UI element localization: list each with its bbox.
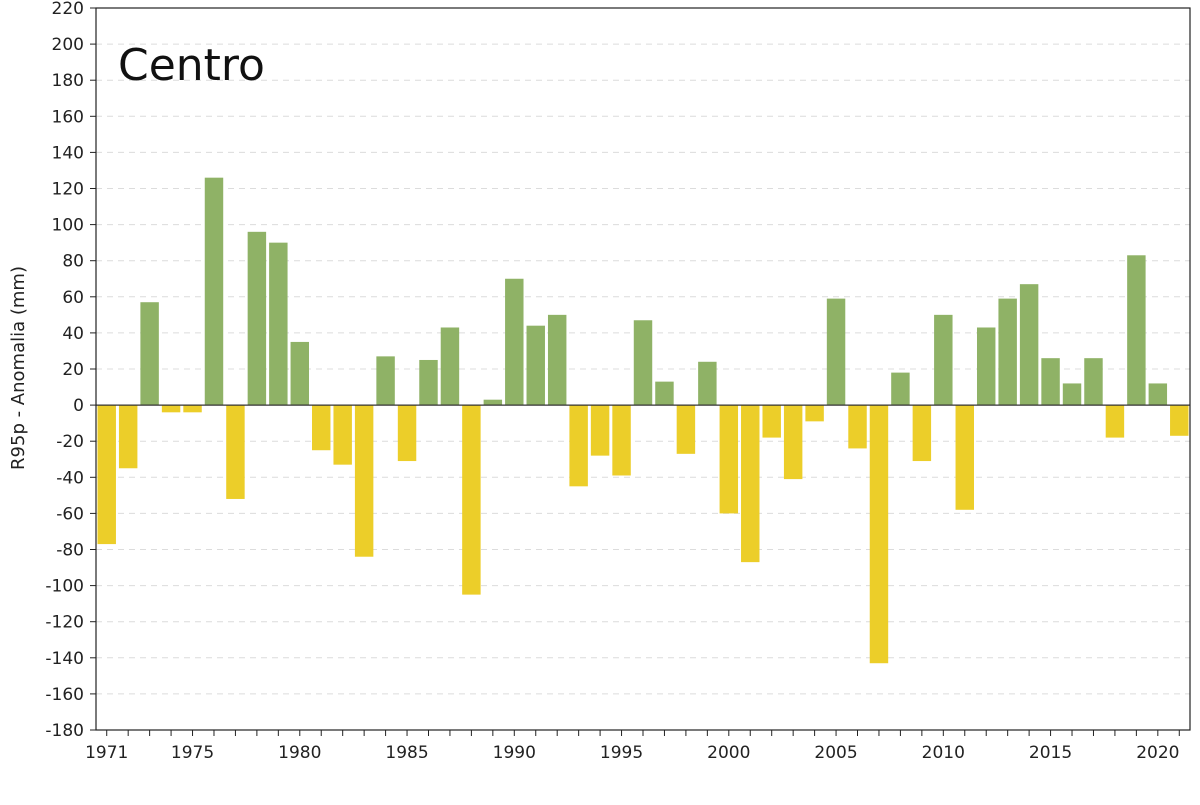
- y-tick-label: 140: [52, 143, 84, 163]
- x-tick-label: 1980: [278, 743, 321, 763]
- y-tick-label: 180: [52, 71, 84, 91]
- bar-1974: [161, 405, 181, 413]
- bar-1999: [698, 361, 717, 406]
- bar-2004: [805, 405, 824, 422]
- y-tick-label: 0: [73, 396, 84, 416]
- x-tick-labels: 1971 1975 1980 1985 1990 1995 2000 2005 2010 2015…: [85, 730, 1180, 763]
- bar-1975: [183, 405, 202, 413]
- y-tick-label: -40: [56, 468, 84, 488]
- bar-1991: [526, 325, 545, 406]
- bar-1977: [226, 405, 245, 499]
- bar-1995: [612, 405, 631, 476]
- y-tick-label: -120: [45, 613, 84, 633]
- bar-1979: [269, 242, 288, 406]
- y-tick-label: 40: [62, 324, 84, 344]
- y-tick-label: 20: [62, 360, 84, 380]
- bar-2013: [998, 298, 1017, 406]
- bar-1981: [312, 405, 331, 451]
- x-tick-label: 1975: [171, 743, 214, 763]
- bars: [97, 177, 1189, 664]
- bar-1984: [376, 356, 395, 406]
- bar-2017: [1084, 358, 1103, 406]
- y-tick-labels: -180 -160 -140 -120 -100 -80 -60 -40 -20 0 20 40 60 8…: [45, 0, 96, 741]
- bar-1990: [505, 278, 524, 406]
- bar-1988: [462, 405, 481, 595]
- y-tick-label: -140: [45, 649, 84, 669]
- y-tick-label: -180: [45, 721, 84, 741]
- bar-1989: [483, 399, 503, 406]
- bar-2007: [869, 405, 889, 664]
- y-tick-label: -80: [56, 541, 84, 561]
- bar-1983: [354, 405, 374, 557]
- bar-2016: [1062, 383, 1082, 406]
- bar-1997: [655, 381, 674, 406]
- y-tick-label: 220: [52, 0, 84, 19]
- bar-1985: [397, 405, 417, 462]
- bar-1978: [247, 231, 267, 406]
- bar-2006: [848, 405, 867, 449]
- bar-2003: [783, 405, 803, 480]
- y-axis-label: R95p - Anomalia (mm): [8, 266, 29, 470]
- x-tick-label: 2000: [707, 743, 750, 763]
- bar-1987: [440, 327, 460, 406]
- bar-2012: [976, 327, 996, 406]
- bar-1994: [590, 405, 610, 456]
- y-tick-label: 120: [52, 180, 84, 200]
- bar-1986: [419, 359, 438, 406]
- bar-2018: [1105, 405, 1125, 438]
- x-tick-label: 2015: [1029, 743, 1072, 763]
- bar-1980: [290, 341, 310, 406]
- chart-title: Centro: [118, 40, 265, 91]
- bar-2009: [912, 405, 932, 462]
- y-tick-label: -160: [45, 685, 84, 705]
- x-tick-label: 1990: [493, 743, 536, 763]
- y-tick-label: 160: [52, 107, 84, 127]
- bar-1993: [569, 405, 588, 487]
- bar-2001: [741, 405, 760, 563]
- y-tick-label: -60: [56, 504, 84, 524]
- bar-1976: [204, 177, 224, 406]
- bar-2002: [762, 405, 781, 438]
- x-tick-label: 1995: [600, 743, 643, 763]
- y-tick-label: 200: [52, 35, 84, 55]
- x-tick-label: 1971: [85, 743, 128, 763]
- bar-2015: [1041, 358, 1060, 406]
- x-tick-label: 2005: [814, 743, 857, 763]
- x-tick-label: 2010: [922, 743, 965, 763]
- bar-1972: [118, 405, 138, 469]
- y-tick-label: 80: [62, 252, 84, 272]
- x-tick-label: 1985: [385, 743, 428, 763]
- bar-1982: [333, 405, 352, 465]
- bar-2000: [719, 405, 739, 514]
- bar-2008: [891, 372, 910, 406]
- bar-1971: [97, 405, 116, 545]
- y-tick-label: -20: [56, 432, 84, 452]
- bar-1973: [140, 302, 159, 406]
- y-tick-label: 100: [52, 216, 84, 236]
- bar-2010: [934, 314, 953, 406]
- bar-2014: [1019, 284, 1039, 406]
- bar-2020: [1148, 383, 1168, 406]
- y-tick-label: 60: [62, 288, 84, 308]
- bar-1996: [633, 320, 653, 406]
- bar-2011: [955, 405, 974, 510]
- bar-2005: [826, 298, 846, 406]
- y-tick-label: -100: [45, 577, 84, 597]
- bar-2019: [1127, 255, 1146, 406]
- bar-1992: [547, 314, 567, 406]
- bar-2021: [1170, 405, 1189, 436]
- x-tick-label: 2020: [1136, 743, 1179, 763]
- bar-1998: [676, 405, 696, 454]
